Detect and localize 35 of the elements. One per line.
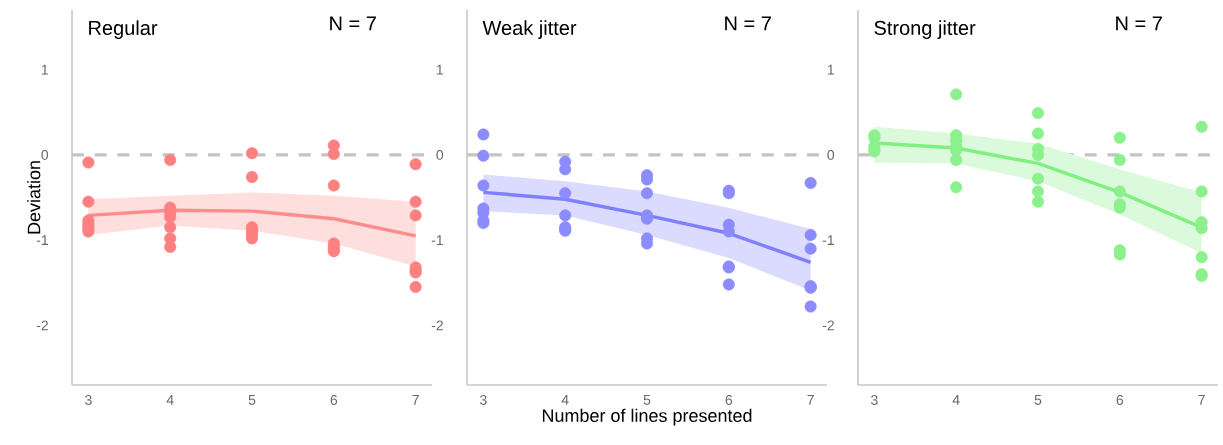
x-tick-label: 5 bbox=[248, 395, 256, 405]
x-tick-label: 5 bbox=[1034, 395, 1042, 405]
annotation: N = 7 bbox=[330, 16, 376, 31]
y-tick-label: 1 bbox=[41, 64, 48, 75]
y-tick-label: 0 bbox=[41, 149, 49, 160]
y-tick-label: -2 bbox=[822, 320, 834, 331]
x-tick-label: 6 bbox=[725, 395, 733, 405]
y-axis-title: Deviation bbox=[27, 161, 41, 234]
chart-title: Weak jitter bbox=[482, 20, 577, 39]
y-tick-label: 0 bbox=[436, 149, 444, 160]
x-tick-label: 7 bbox=[1198, 395, 1205, 405]
y-tick-label: 1 bbox=[436, 64, 443, 75]
annotation: N = 7 bbox=[725, 16, 771, 31]
y-tick-label: -1 bbox=[822, 235, 834, 245]
x-tick-label: 3 bbox=[85, 395, 92, 405]
y-tick-label: -2 bbox=[431, 320, 443, 331]
y-tick-label: -1 bbox=[431, 235, 443, 245]
x-axis-title: Number of lines presented bbox=[542, 408, 752, 426]
x-tick-label: 4 bbox=[561, 395, 569, 405]
chart-title: Regular bbox=[89, 20, 158, 39]
y-tick-label: 0 bbox=[827, 149, 835, 160]
chart-title: Strong jitter bbox=[874, 20, 976, 39]
x-tick-label: 3 bbox=[480, 395, 487, 405]
annotation: N = 7 bbox=[1116, 16, 1162, 31]
x-tick-label: 4 bbox=[952, 395, 960, 405]
x-tick-label: 6 bbox=[1116, 395, 1124, 405]
x-tick-label: 3 bbox=[871, 395, 878, 405]
x-tick-label: 7 bbox=[412, 395, 419, 405]
y-tick-label: -2 bbox=[36, 320, 48, 331]
x-tick-label: 6 bbox=[330, 395, 338, 405]
x-tick-label: 5 bbox=[643, 395, 651, 405]
y-tick-label: 1 bbox=[827, 64, 834, 75]
x-tick-label: 7 bbox=[807, 395, 814, 405]
x-tick-label: 4 bbox=[166, 395, 174, 405]
y-tick-label: -1 bbox=[36, 235, 48, 245]
